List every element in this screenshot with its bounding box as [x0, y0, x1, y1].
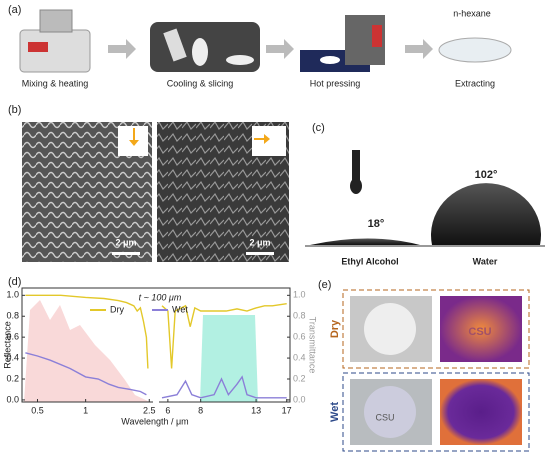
liquid-label: Water: [473, 256, 498, 266]
y2-tick-label: 1.0: [293, 290, 306, 300]
droplet: [430, 183, 542, 245]
y-tick-label: 0.8: [6, 311, 19, 321]
axis-break: [153, 398, 159, 406]
x-tick-label: 1: [83, 405, 88, 415]
liquid-label: Ethyl Alcohol: [341, 256, 398, 266]
row-label: Dry: [329, 319, 341, 338]
angle-label: 18°: [368, 218, 385, 230]
panel-label: (a): [8, 4, 21, 16]
annotation: t ~ 100 μm: [139, 292, 182, 302]
panel-label: (b): [8, 104, 21, 116]
mark-text: CSU: [375, 412, 394, 422]
series-line: [25, 352, 287, 399]
y2-tick-label: 0.6: [293, 332, 306, 342]
solvent-label: n-hexane: [453, 8, 491, 18]
x-tick-label: 13: [251, 405, 261, 415]
step-label: Hot pressing: [310, 78, 361, 88]
scale-bar: [112, 252, 140, 255]
y-tick-label: 0.6: [6, 332, 19, 342]
slicing-illustration: [150, 22, 260, 72]
row-label: Wet: [329, 402, 341, 422]
panel-label: (c): [312, 122, 325, 134]
series-line: [25, 294, 287, 369]
thermal-image: [440, 296, 522, 362]
mark-text: CSU: [468, 326, 491, 338]
y-tick-label: 0.4: [6, 352, 19, 362]
y-tick-label: 0.0: [6, 394, 19, 404]
x-tick-label: 6: [165, 405, 170, 415]
y2-tick-label: 0.4: [293, 352, 306, 362]
x-tick-label: 17: [282, 405, 292, 415]
x-tick-label: 8: [198, 405, 203, 415]
angle-label: 102°: [475, 169, 498, 181]
scale-bar: [246, 252, 274, 255]
y2-tick-label: 0.8: [293, 311, 306, 321]
legend-label: Dry: [110, 304, 124, 314]
arrow-icon: [254, 134, 270, 144]
y2-tick-label: 0.0: [293, 394, 306, 404]
x-tick-label: 2.5: [143, 405, 156, 415]
thermal-image: [440, 379, 522, 445]
y-tick-label: 1.0: [6, 290, 19, 300]
arrows: [108, 39, 433, 59]
step-label: Cooling & slicing: [167, 78, 234, 88]
step-label: Extracting: [455, 78, 495, 88]
panel-label: (e): [318, 279, 331, 291]
y-tick-label: 0.2: [6, 373, 19, 383]
arrow-icon: [129, 128, 139, 146]
y2-axis-label: Transmittance: [308, 317, 318, 374]
scale-label: 2 μm: [115, 237, 136, 247]
spectrum-chart: 0.0 0.2 0.4 0.6 0.8 1.0 0.0 0.2 0.4 0.6 0.8 1.0 0.5 1…: [2, 287, 318, 426]
legend-label: Wet: [172, 304, 188, 314]
solar-shading: [24, 300, 150, 402]
mixer-illustration: [19, 9, 91, 73]
film: [364, 303, 416, 355]
needle: [350, 150, 363, 194]
droplet: [310, 238, 420, 245]
x-tick-label: 0.5: [31, 405, 44, 415]
inset: [252, 126, 286, 156]
y2-tick-label: 0.2: [293, 373, 306, 383]
step-label: Mixing & heating: [22, 78, 89, 88]
window-shading: [200, 315, 258, 402]
wet-box: [342, 372, 530, 452]
panel-label: (d): [8, 276, 21, 288]
dish-illustration: [438, 37, 512, 63]
film: [364, 386, 416, 438]
dry-box: [342, 289, 530, 369]
scale-label: 2 μm: [249, 237, 270, 247]
x-axis-label: Wavelength / μm: [121, 416, 188, 426]
y-axis-label: Reflectance: [2, 321, 12, 369]
press-illustration: [300, 15, 385, 72]
